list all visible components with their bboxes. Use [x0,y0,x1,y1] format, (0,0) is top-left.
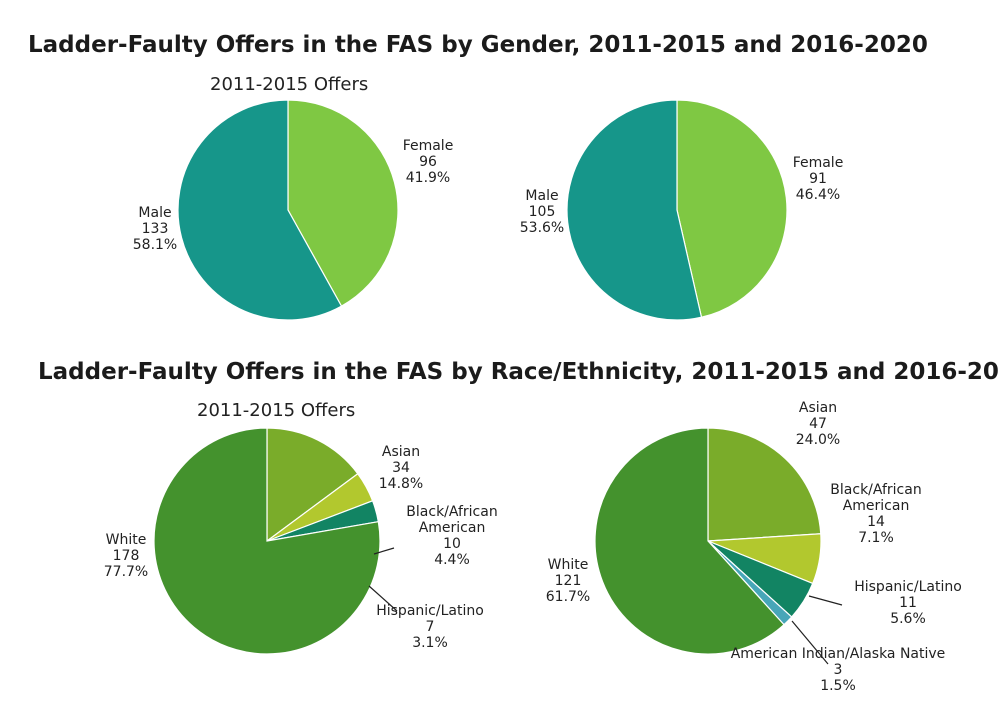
slice-label-black-african-american: Black/African American 10 4.4% [406,504,497,568]
pie-chart-4: Asian 47 24.0% Black/African American 14 7.1% H… [546,400,962,694]
pie-chart-3: Asian 34 14.8% Black/African American 10 4.4% H… [104,427,498,655]
pie-slice-female [287,99,399,307]
slice-label-female: Female 96 41.9% [403,138,454,186]
slice-label-male: Male 105 53.6% [520,188,564,236]
pie-slice-asian [266,427,359,543]
slice-label-male: Male 133 58.1% [133,205,177,253]
gender-chart-title: Ladder-Faulty Offers in the FAS by Gende… [28,32,928,58]
gender-left-subtitle: 2011-2015 Offers [210,74,369,95]
leader-line-american-indian-alaska-native [791,620,829,665]
pie-slice-white [153,427,381,655]
pie-slice-female [676,99,788,318]
pie-slice-male [177,99,343,321]
slice-label-asian: Asian 47 24.0% [796,400,840,448]
slice-label-asian: Asian 34 14.8% [379,444,423,492]
race-chart-title: Ladder-Faulty Offers in the FAS by Race/… [38,359,1000,385]
slice-label-hispanic-latino: Hispanic/Latino 11 5.6% [854,579,962,627]
slice-label-american-indian-alaska-native: American Indian/Alaska Native 3 1.5% [731,646,946,694]
slice-label-hispanic-latino: Hispanic/Latino 7 3.1% [376,603,484,651]
slice-label-white: White 178 77.7% [104,532,148,580]
slice-label-female: Female 91 46.4% [793,155,844,203]
leader-line-hispanic-latino [808,595,843,606]
pie-chart-1: Female 96 41.9% Male 133 58.1% [133,99,454,321]
pie-chart-2: Female 91 46.4% Male 105 53.6% [520,99,844,321]
pie-slice-male [566,99,703,321]
race-left-subtitle: 2011-2015 Offers [197,400,356,421]
pie-slice-white [594,427,785,655]
leader-line-hispanic-latino [368,585,398,612]
leader-line-black-african-american [373,547,395,555]
slice-label-black-african-american: Black/African American 14 7.1% [830,482,921,546]
slice-label-white: White 121 61.7% [546,557,590,605]
pie-slice-asian [707,427,822,542]
